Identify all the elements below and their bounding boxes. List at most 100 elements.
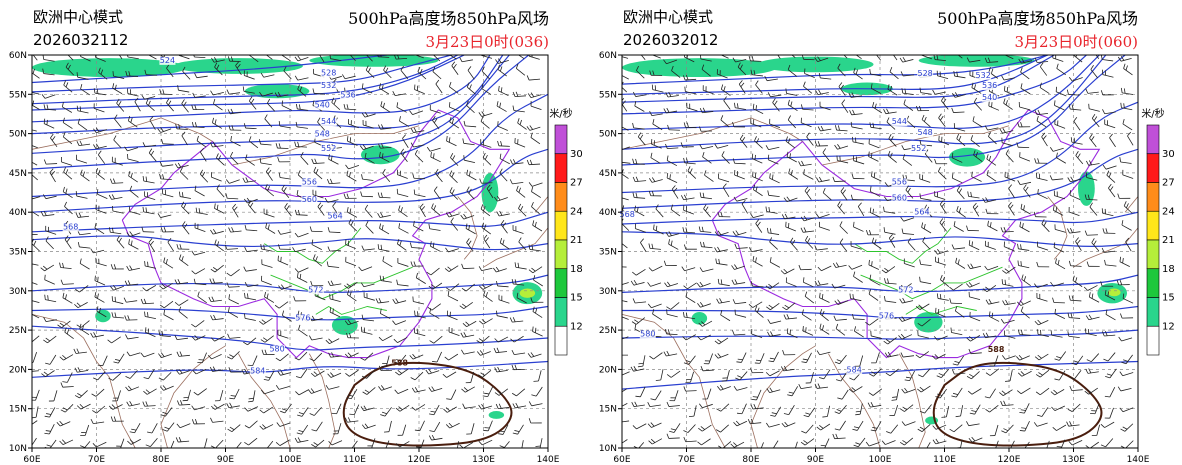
wind-barb xyxy=(670,204,681,217)
wind-barb xyxy=(159,300,174,309)
wind-barb xyxy=(887,84,898,96)
wind-barb xyxy=(663,350,678,357)
wind-barb xyxy=(535,438,543,448)
wind-barb xyxy=(1122,119,1133,131)
wind-barb xyxy=(935,256,947,266)
wind-barb xyxy=(951,173,963,184)
wind-barb xyxy=(176,351,190,357)
wind-barb xyxy=(49,168,56,183)
wind-barb xyxy=(379,223,390,235)
wind-barb xyxy=(294,437,309,443)
wind-barb xyxy=(179,254,189,267)
wind-barb xyxy=(214,239,224,252)
wind-barb xyxy=(697,302,711,308)
wind-barb xyxy=(383,65,392,79)
wind-barb xyxy=(1054,224,1066,233)
river-line xyxy=(853,227,952,264)
wind-barb xyxy=(785,136,795,149)
wind-barb xyxy=(848,386,863,393)
wind-barb xyxy=(413,220,424,232)
wind-barb xyxy=(384,420,392,433)
lat-tick-label: 35N xyxy=(9,248,27,258)
wind-barb xyxy=(734,102,747,110)
wind-barb xyxy=(197,291,207,304)
wind-barb xyxy=(850,241,862,250)
wind-barb xyxy=(449,102,460,112)
wind-barb xyxy=(699,107,714,114)
wind-barb xyxy=(966,335,981,342)
wind-barb xyxy=(1054,100,1065,111)
wind-barb xyxy=(282,310,292,322)
wind-barb xyxy=(429,404,440,416)
wind-barb xyxy=(397,258,409,267)
wind-barb xyxy=(382,256,393,268)
wind-barb xyxy=(782,349,796,356)
wind-barb xyxy=(514,137,526,148)
contour-label: 584 xyxy=(847,366,862,375)
wind-barb xyxy=(1051,405,1066,411)
lat-tick-label: 10N xyxy=(599,444,617,454)
wind-barb xyxy=(967,191,980,199)
wind-barb xyxy=(902,154,913,166)
wind-barb xyxy=(649,111,663,117)
wind-barb xyxy=(973,97,983,111)
wind-barb xyxy=(32,313,40,319)
wind-barb xyxy=(243,266,257,272)
wind-barb xyxy=(655,204,664,218)
wind-barb xyxy=(399,116,410,127)
wind-barb xyxy=(345,239,356,250)
wind-barb xyxy=(754,305,764,318)
wind-barb xyxy=(442,371,457,378)
wind-barb xyxy=(175,123,188,130)
wind-barb xyxy=(297,84,307,97)
wind-barb xyxy=(67,55,74,61)
wind-barb xyxy=(90,332,104,338)
lat-tick-label: 55N xyxy=(599,90,617,100)
wind-barb xyxy=(750,118,762,128)
wind-barb xyxy=(329,55,342,62)
coastline xyxy=(1073,227,1138,268)
wind-barb xyxy=(429,421,441,432)
wind-barb xyxy=(1125,237,1132,252)
wind-barb xyxy=(481,66,490,80)
wind-barb xyxy=(685,291,696,303)
wind-barb xyxy=(1004,171,1016,182)
wind-barb xyxy=(242,177,257,183)
contour-label: 532 xyxy=(321,81,336,90)
wind-barb xyxy=(510,159,524,165)
wind-barb xyxy=(632,176,647,183)
wind-barb xyxy=(261,440,274,448)
wind-barb xyxy=(767,319,782,324)
wind-barb xyxy=(496,310,508,319)
wind-barb xyxy=(1084,230,1098,236)
wind-barb xyxy=(931,353,946,360)
wind-barb xyxy=(969,404,981,415)
wind-barb xyxy=(331,403,342,415)
wind-barb xyxy=(702,85,714,95)
lon-tick-label: 90E xyxy=(217,455,234,465)
wind-barb xyxy=(666,433,680,439)
wind-speed-patch xyxy=(1078,171,1095,206)
wind-barb xyxy=(972,116,983,128)
wind-barb xyxy=(1050,281,1064,287)
wind-barb xyxy=(127,438,141,445)
wind-barb xyxy=(1037,329,1049,337)
wind-barb xyxy=(213,98,223,111)
wind-barb xyxy=(145,437,158,448)
wind-barb xyxy=(466,423,475,435)
wind-barb xyxy=(622,197,629,201)
wind-barb xyxy=(838,82,846,96)
lat-tick-label: 10N xyxy=(9,444,27,454)
wind-barb xyxy=(901,421,916,426)
wind-barb xyxy=(347,136,358,146)
wind-barb xyxy=(985,299,1000,305)
wind-barb xyxy=(683,244,697,250)
wind-barb xyxy=(632,122,645,130)
coastline xyxy=(457,196,478,260)
wind-barb xyxy=(428,434,443,441)
wind-barb xyxy=(650,152,661,164)
wind-barb xyxy=(358,266,373,272)
wind-barb xyxy=(767,92,782,98)
wind-barb xyxy=(40,210,55,217)
